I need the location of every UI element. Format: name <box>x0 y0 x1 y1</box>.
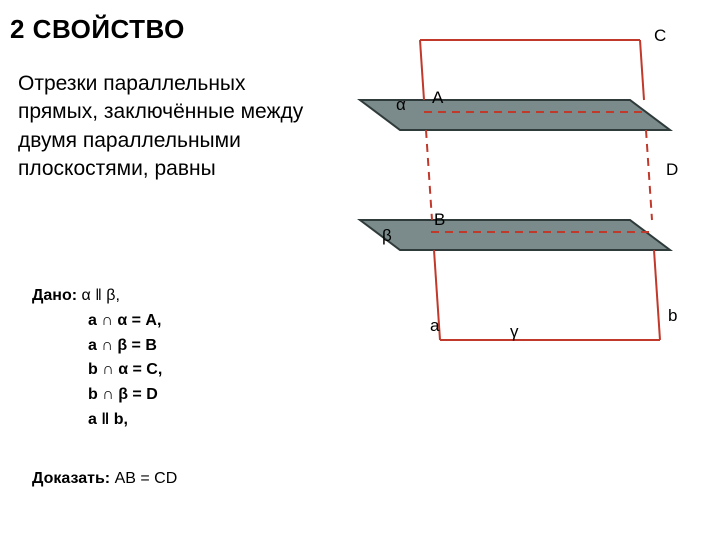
slide: 2 СВОЙСТВО Отрезки параллельных прямых, … <box>0 0 720 540</box>
plane-alpha <box>360 100 670 130</box>
label-gamma: γ <box>510 322 519 342</box>
label-alpha: α <box>396 95 406 115</box>
prove-text: АВ = СD <box>115 470 178 487</box>
label-a: a <box>430 316 439 336</box>
title: 2 СВОЙСТВО <box>10 14 185 45</box>
line-b-segment-mid <box>646 130 652 220</box>
given-line-4: b ∩ β = D <box>88 383 162 408</box>
label-A: A <box>432 88 443 108</box>
given-line-3: b ∩ α = C, <box>88 358 162 383</box>
given-label: Дано: <box>32 287 77 304</box>
given-line-0: α ‖ β, <box>82 287 120 304</box>
diagram-svg <box>340 20 720 380</box>
line-a-segment-top <box>420 40 424 100</box>
label-C: C <box>654 26 666 46</box>
line-a-segment-mid <box>426 130 432 220</box>
label-b: b <box>668 306 677 326</box>
plane-beta <box>360 220 670 250</box>
line-b-segment-bot <box>654 250 660 340</box>
line-b-segment-top <box>640 40 644 100</box>
label-beta: β <box>382 226 392 246</box>
diagram <box>340 20 720 380</box>
given-line-1: a ∩ α = A, <box>88 309 162 334</box>
given-line-5: a ‖ b, <box>88 408 162 433</box>
prove-block: Доказать: АВ = СD <box>32 470 177 488</box>
prove-label: Доказать: <box>32 470 110 487</box>
statement: Отрезки параллельных прямых, заключённые… <box>18 70 318 183</box>
label-D: D <box>666 160 678 180</box>
label-B: B <box>434 210 445 230</box>
given-block: Дано: α ‖ β, a ∩ α = A, a ∩ β = B b ∩ α … <box>32 284 162 433</box>
given-line-2: a ∩ β = B <box>88 334 162 359</box>
